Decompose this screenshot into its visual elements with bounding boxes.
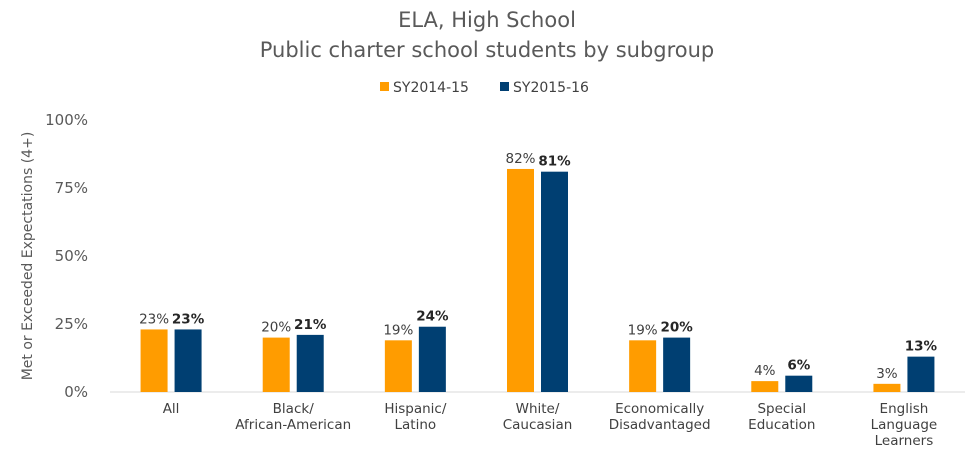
y-tick-label: 25% [55,315,88,333]
chart-title-line-2: Public charter school students by subgro… [260,38,715,62]
data-label-2-1: 23% [172,311,205,327]
data-label-2-6: 6% [787,358,810,374]
bar-2-7 [907,356,935,392]
x-category-label: Learners [875,433,934,449]
y-tick-label: 50% [55,247,88,265]
legend-swatch-series-2 [500,82,509,91]
legend: SY2014-15 SY2015-16 [380,80,589,96]
data-label-1-5: 19% [628,322,658,338]
bar-1-6 [751,381,779,392]
bar-1-4 [507,168,534,392]
data-label-2-2: 21% [294,317,327,333]
chart-title-line-1: ELA, High School [398,8,576,32]
data-label-2-3: 24% [416,309,449,325]
x-category-label: White/ [516,401,560,417]
bar-2-5 [663,337,691,392]
x-category-label: All [163,401,180,417]
data-label-1-4: 82% [505,151,535,167]
data-label-2-5: 20% [660,320,693,336]
bar-2-4 [541,171,568,392]
bar-1-2 [262,337,290,392]
x-category-label: Latino [395,417,437,433]
bar-2-1 [174,329,202,392]
legend-label-series-2: SY2015-16 [513,80,589,96]
bar-1-7 [873,383,901,392]
y-axis-ticks: 0% 25% 50% 75% 100% [45,111,88,401]
x-category-label: English [880,401,929,417]
x-category-label: Black/ [273,401,315,417]
x-category-label: Education [748,417,815,433]
y-tick-label: 100% [45,111,88,129]
x-category-label: African-American [235,417,351,433]
data-label-1-7: 3% [876,366,898,382]
bar-2-6 [785,375,813,392]
x-category-label: Caucasian [503,417,573,433]
data-label-1-6: 4% [754,363,776,379]
bar-1-5 [629,340,657,392]
bar-1-3 [384,340,412,392]
data-label-1-1: 23% [139,311,169,327]
data-label-1-2: 20% [261,320,291,336]
legend-label-series-1: SY2014-15 [393,80,469,96]
y-tick-label: 0% [64,383,88,401]
chart-title: ELA, High School Public charter school s… [260,8,715,62]
data-label-2-4: 81% [538,154,571,170]
bar-2-3 [418,326,446,392]
y-tick-label: 75% [55,179,88,197]
x-category-label: Economically [615,401,704,417]
legend-swatch-series-1 [380,82,389,91]
bar-1-1 [140,329,168,392]
x-category-label: Special [757,401,806,417]
data-labels: 23% 23%20% 21% 19%24%82% 81%19% 20%4% 6%3%13% [139,151,937,382]
x-category-label: Hispanic/ [384,401,447,417]
bar-2-2 [296,334,324,392]
data-label-1-3: 19% [383,322,413,338]
x-category-label: Language [871,417,938,433]
x-category-label: Disadvantaged [609,417,711,433]
x-axis-category-labels: All Black/African-American Hispanic/Latino… [163,401,938,449]
data-label-2-7: 13% [905,339,938,355]
bars [140,168,935,392]
y-axis-label: Met or Exceeded Expectations (4+) [20,132,36,381]
